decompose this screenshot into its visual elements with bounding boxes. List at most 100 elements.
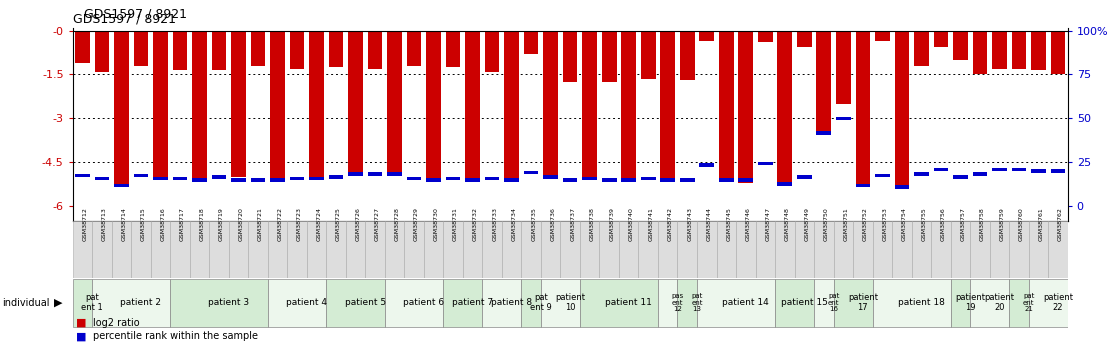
Bar (601, 30, 616, 82)
Bar (797, 175, 812, 179)
Text: ■: ■ (76, 318, 86, 327)
Text: GSM38712: GSM38712 (83, 207, 87, 240)
Bar (385, 279, 444, 327)
Text: GSM38730: GSM38730 (434, 207, 438, 240)
Bar (992, 30, 1006, 69)
Bar (560, 221, 580, 278)
Bar (248, 221, 268, 278)
Text: pat
ent
21: pat ent 21 (1023, 293, 1034, 312)
Bar (758, 30, 773, 42)
Text: patient 15: patient 15 (780, 298, 827, 307)
Bar (543, 175, 558, 179)
Bar (855, 30, 870, 186)
Bar (797, 30, 812, 47)
Bar (368, 30, 382, 69)
Bar (661, 178, 675, 181)
Bar (934, 168, 948, 171)
Bar (211, 30, 226, 70)
Text: patient
22: patient 22 (1043, 293, 1073, 312)
Bar (816, 131, 831, 135)
Bar (622, 30, 636, 181)
Bar (739, 30, 754, 183)
Bar (1051, 30, 1065, 75)
Bar (465, 30, 480, 180)
Bar (541, 221, 560, 278)
Bar (75, 174, 89, 177)
Text: GSM38751: GSM38751 (843, 207, 849, 240)
Bar (582, 177, 597, 180)
Bar (875, 30, 890, 41)
Bar (915, 172, 929, 176)
Bar (287, 221, 306, 278)
Bar (444, 279, 482, 327)
Text: GSM38755: GSM38755 (921, 207, 927, 240)
Bar (580, 279, 659, 327)
Bar (1012, 30, 1026, 69)
Bar (736, 221, 756, 278)
Bar (310, 30, 324, 180)
Bar (562, 30, 578, 82)
Bar (872, 279, 950, 327)
Bar (95, 30, 110, 71)
Bar (290, 30, 304, 69)
Text: GSM38759: GSM38759 (999, 207, 1004, 240)
Text: GSM38746: GSM38746 (746, 207, 751, 240)
Bar (1010, 221, 1029, 278)
Bar (814, 279, 834, 327)
Text: GSM38760: GSM38760 (1018, 207, 1024, 240)
Bar (1029, 279, 1068, 327)
Bar (290, 177, 304, 180)
Text: GSM38724: GSM38724 (316, 207, 322, 241)
Bar (739, 178, 754, 181)
Bar (172, 177, 188, 180)
Bar (795, 221, 814, 278)
Bar (465, 178, 480, 181)
Bar (619, 221, 638, 278)
Bar (775, 279, 814, 327)
Bar (541, 279, 580, 327)
Bar (855, 184, 870, 187)
Bar (153, 30, 168, 178)
Text: GSM38736: GSM38736 (551, 207, 556, 240)
Text: GSM38735: GSM38735 (531, 207, 537, 240)
Bar (1049, 221, 1068, 278)
Bar (326, 279, 385, 327)
Bar (638, 221, 659, 278)
Bar (700, 30, 714, 41)
Bar (973, 172, 987, 176)
Text: GSM38740: GSM38740 (628, 207, 634, 240)
Bar (271, 178, 285, 181)
Bar (385, 221, 405, 278)
Bar (192, 178, 207, 181)
Bar (329, 30, 343, 67)
Text: GSM38731: GSM38731 (453, 207, 458, 240)
Text: individual: individual (2, 298, 49, 308)
Bar (992, 168, 1006, 171)
Bar (209, 221, 229, 278)
Bar (268, 221, 287, 278)
Bar (444, 221, 463, 278)
Bar (950, 221, 970, 278)
Bar (485, 30, 500, 71)
Text: GSM38721: GSM38721 (258, 207, 263, 240)
Text: GDS1597 / 8921: GDS1597 / 8921 (84, 8, 187, 21)
Text: pat
ent 9: pat ent 9 (530, 293, 552, 312)
Text: patient 18: patient 18 (898, 298, 945, 307)
Text: GSM38737: GSM38737 (570, 207, 575, 241)
Text: log2 ratio: log2 ratio (93, 318, 140, 327)
Text: GSM38722: GSM38722 (277, 207, 283, 241)
Bar (134, 30, 149, 66)
Bar (970, 221, 989, 278)
Text: GSM38745: GSM38745 (727, 207, 731, 240)
Text: patient 7: patient 7 (452, 298, 493, 307)
Text: GSM38734: GSM38734 (512, 207, 517, 241)
Text: patient 8: patient 8 (491, 298, 532, 307)
Bar (229, 221, 248, 278)
Text: GSM38750: GSM38750 (824, 207, 828, 240)
Bar (446, 177, 461, 180)
Bar (872, 221, 892, 278)
Bar (697, 279, 775, 327)
Text: GSM38756: GSM38756 (941, 207, 946, 240)
Bar (834, 279, 872, 327)
Bar (717, 221, 736, 278)
